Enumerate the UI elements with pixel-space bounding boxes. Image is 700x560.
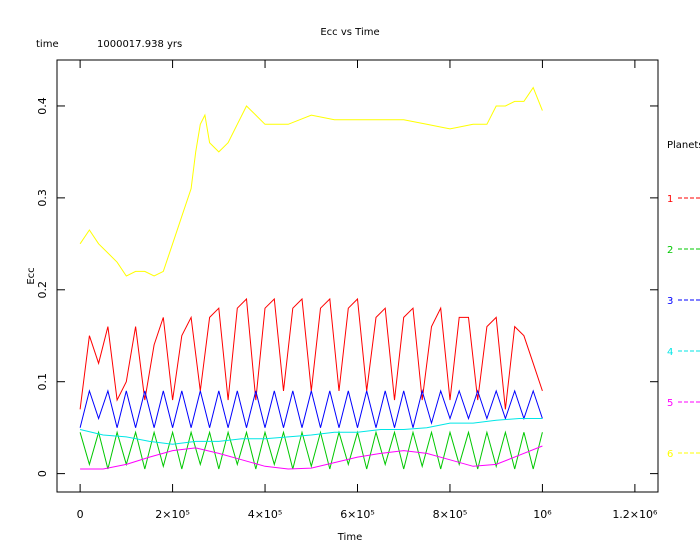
chart-title: Ecc vs Time bbox=[320, 27, 379, 38]
x-tick-label: 8×10⁵ bbox=[433, 508, 468, 521]
legend-label-4: 4 bbox=[667, 347, 673, 358]
x-tick-label: 2×10⁵ bbox=[155, 508, 190, 521]
y-tick-label: 0.1 bbox=[36, 373, 49, 391]
y-tick-label: 0 bbox=[36, 470, 49, 477]
y-tick-label: 0.2 bbox=[36, 281, 49, 299]
x-tick-label: 4×10⁵ bbox=[248, 508, 283, 521]
legend-label-2: 2 bbox=[667, 245, 673, 256]
legend-label-5: 5 bbox=[667, 398, 673, 409]
x-tick-label: 0 bbox=[77, 508, 84, 521]
x-tick-label: 6×10⁵ bbox=[340, 508, 375, 521]
series-layer bbox=[79, 86, 543, 470]
series-line-5 bbox=[80, 445, 543, 470]
series-line-6 bbox=[79, 86, 543, 277]
x-tick-label: 10⁶ bbox=[533, 508, 552, 521]
legend: 1 2 3 4 5 6 bbox=[667, 194, 700, 460]
x-tick-label: 1.2×10⁶ bbox=[612, 508, 658, 521]
y-tick-label: 0.3 bbox=[36, 189, 49, 207]
series-line-2 bbox=[79, 430, 543, 470]
x-axis-label: Time bbox=[337, 532, 362, 543]
series-line-3 bbox=[79, 388, 543, 428]
legend-title: Planets bbox=[667, 140, 700, 151]
time-label: time bbox=[36, 39, 59, 50]
axis-ticks: 0 2×10⁵ 4×10⁵ 6×10⁵ 8×10⁵ 10⁶ 1.2×10⁶ 0 0.1 0.2 0.… bbox=[36, 60, 658, 521]
series-line-4 bbox=[79, 418, 543, 445]
legend-label-3: 3 bbox=[667, 296, 673, 307]
y-axis-label: Ecc bbox=[26, 267, 37, 284]
legend-label-1: 1 bbox=[667, 194, 673, 205]
time-value: 1000017.938 yrs bbox=[97, 39, 182, 50]
y-tick-label: 0.4 bbox=[36, 97, 49, 115]
legend-label-6: 6 bbox=[667, 449, 673, 460]
